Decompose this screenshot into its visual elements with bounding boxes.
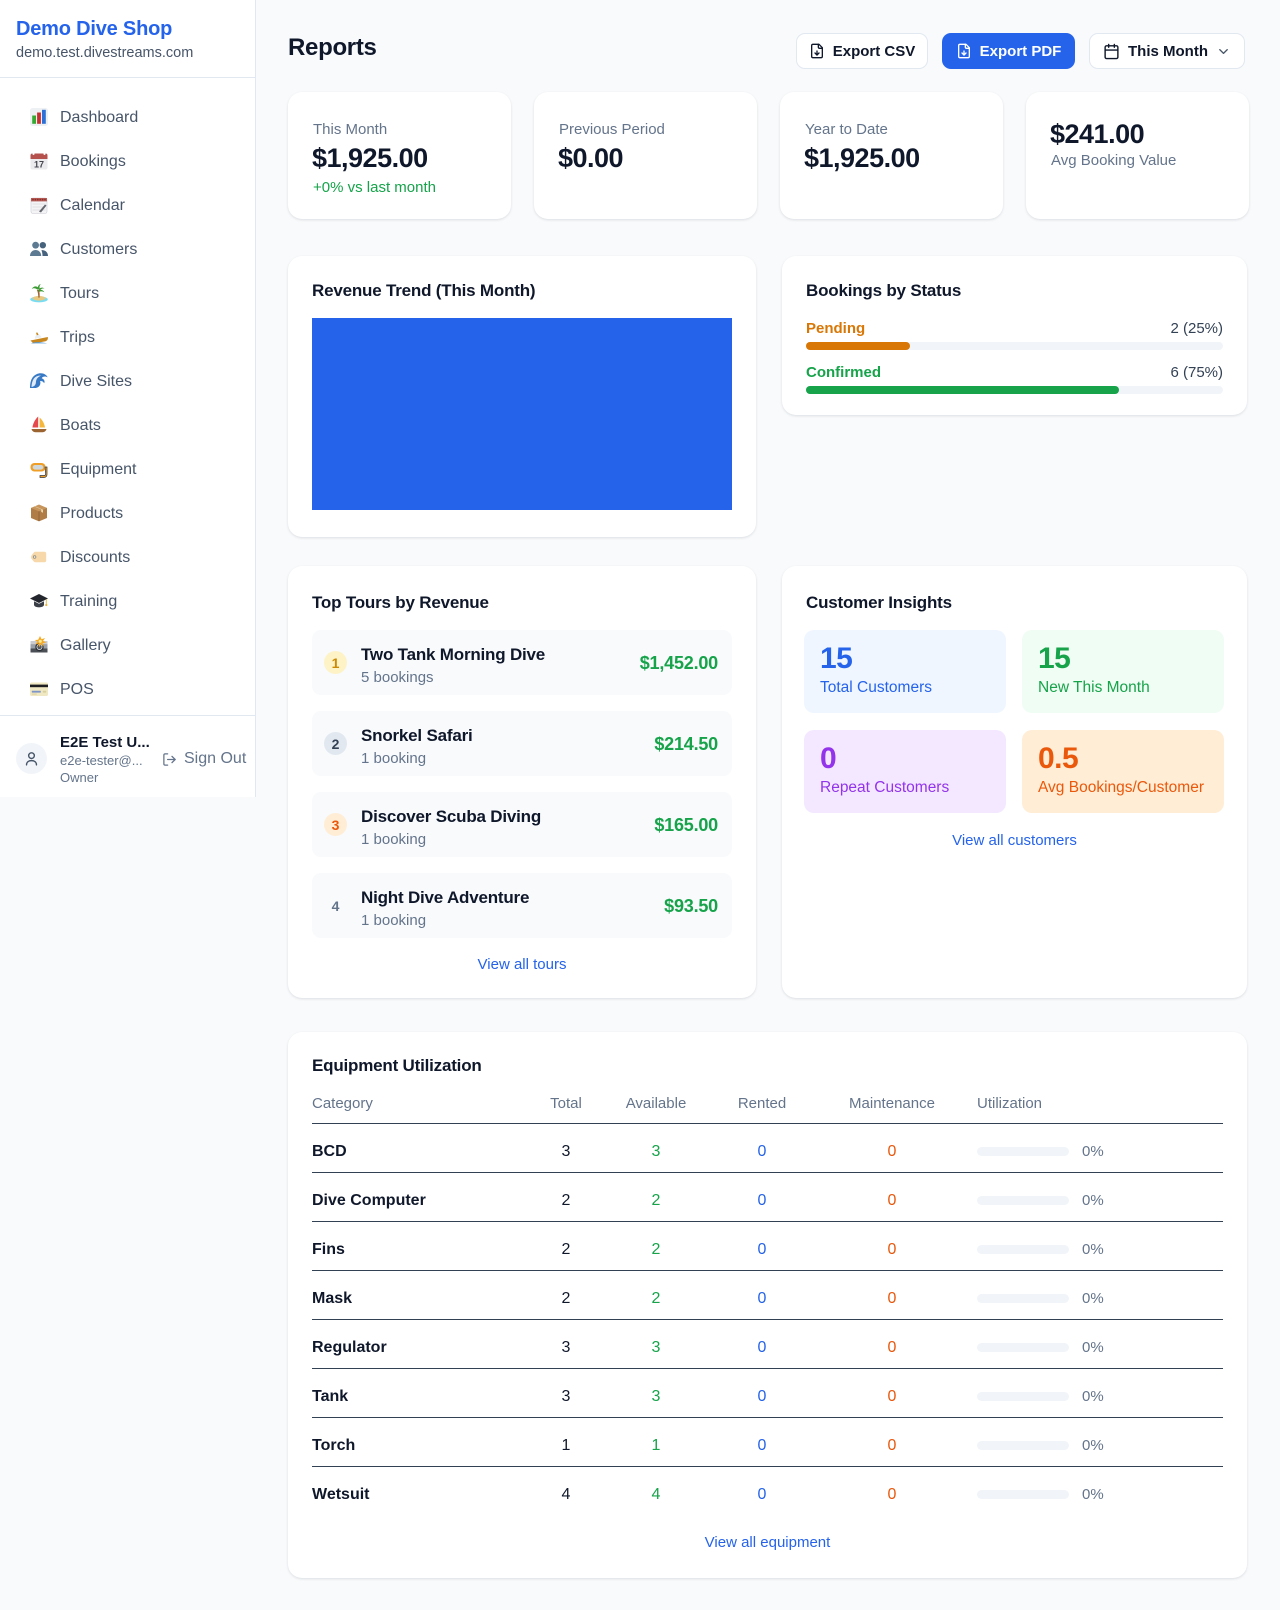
svg-text:17: 17 xyxy=(34,160,44,170)
